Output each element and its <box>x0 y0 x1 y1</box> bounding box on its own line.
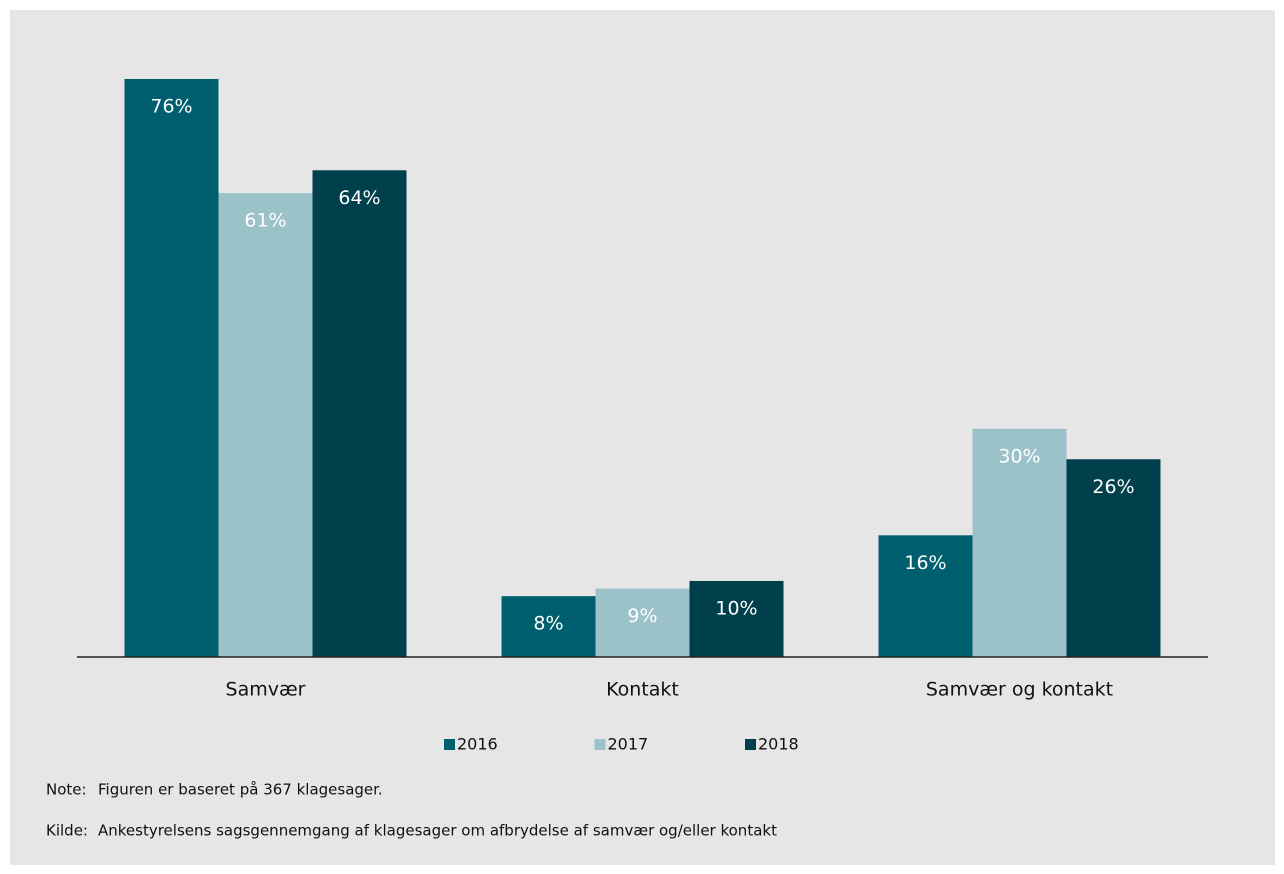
note-text: Ankestyrelsens sagsgennemgang af klagesa… <box>98 822 777 840</box>
legend-label: 2018 <box>758 735 799 754</box>
data-label: 16% <box>904 552 946 574</box>
x-tick-label: Samvær <box>226 679 306 701</box>
x-tick-label: Kontakt <box>606 679 679 701</box>
data-label: 8% <box>533 613 563 635</box>
legend-label: 2017 <box>608 735 649 754</box>
bar <box>595 588 690 657</box>
bar <box>972 428 1067 657</box>
bar <box>501 596 596 657</box>
data-label: 76% <box>150 96 192 118</box>
data-label: 64% <box>338 187 380 209</box>
legend-swatch <box>594 739 606 750</box>
data-label: 9% <box>627 605 657 627</box>
legend-swatch <box>444 739 455 750</box>
data-label: 26% <box>1092 476 1134 498</box>
note-label: Kilde: <box>46 822 88 840</box>
bar <box>689 580 784 657</box>
data-label: 30% <box>998 445 1040 467</box>
legend-swatch <box>745 739 756 750</box>
bar <box>878 535 973 657</box>
bar <box>1066 459 1161 657</box>
bar <box>312 170 407 657</box>
note-text: Figuren er baseret på 367 klagesager. <box>98 781 383 799</box>
legend-label: 2016 <box>457 735 498 754</box>
bar <box>124 79 219 657</box>
bar <box>218 193 313 657</box>
x-tick-label: Samvær og kontakt <box>926 679 1113 701</box>
note-label: Note: <box>46 781 87 799</box>
data-label: 61% <box>244 210 286 232</box>
data-label: 10% <box>715 597 757 619</box>
